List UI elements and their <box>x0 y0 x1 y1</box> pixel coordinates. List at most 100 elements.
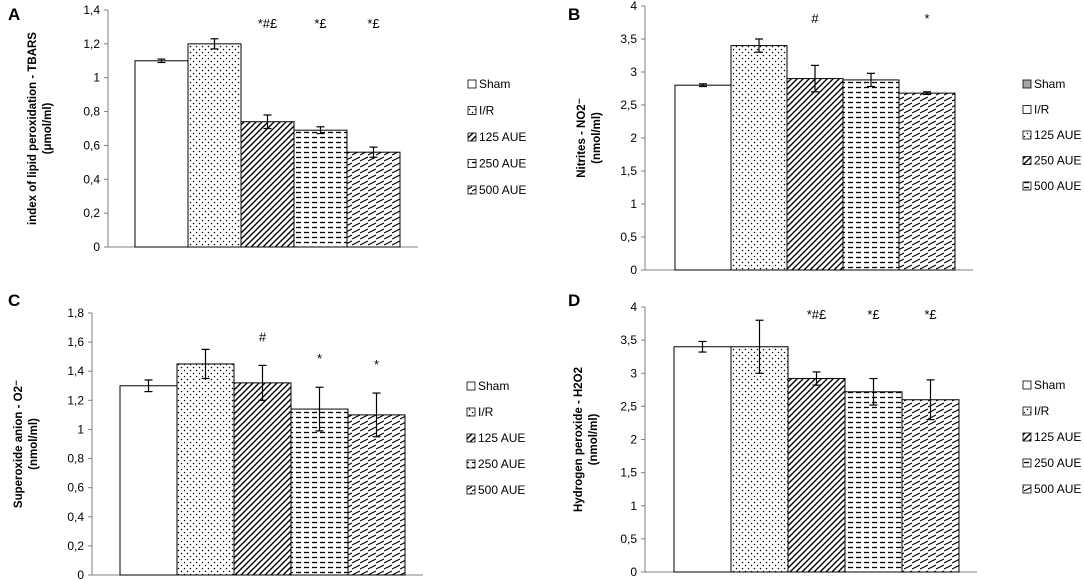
legend-c: Sham I/R 125 AUE 250 AUE 500 AUE <box>466 379 525 497</box>
legend-label-sham: Sham <box>1034 378 1065 392</box>
legend-swatch-125-aue <box>1022 432 1032 442</box>
y-axis-title-c: Superoxide anion - O2⁻ <box>13 380 25 508</box>
y-tick-label: 1 <box>77 422 84 436</box>
error-bar-500-aue-a <box>369 146 378 158</box>
error-bar-125-aue-b <box>811 64 819 93</box>
legend-label-500-aue: 500 AUE <box>478 483 525 497</box>
bar-ir-d <box>730 346 789 573</box>
y-tick-label: 1,8 <box>67 306 84 320</box>
bar-ir-c <box>176 363 235 576</box>
legend-swatch-ir <box>1022 105 1032 114</box>
y-axis-unit-d: (nmol/ml) <box>588 413 600 465</box>
legend-swatch-sham <box>467 79 477 89</box>
y-tick-label: 0,6 <box>83 138 100 152</box>
legend-swatch-125-aue <box>466 433 476 443</box>
y-tick-label: 3 <box>630 65 637 79</box>
legend-swatch-125-aue <box>1022 130 1032 140</box>
significance-label-250-aue-c: * <box>317 351 322 366</box>
bar-ir-b <box>730 45 788 271</box>
bar-sham-b <box>674 84 732 271</box>
significance-label-125-aue-a: *#£ <box>258 16 278 31</box>
bar-500-aue-b <box>898 92 956 271</box>
legend-swatch-250-aue <box>1022 156 1032 165</box>
significance-label-125-aue-c: # <box>259 329 267 344</box>
y-tick-label: 0 <box>77 568 84 580</box>
y-tick-label: 0,8 <box>83 105 100 119</box>
error-bar-ir-a <box>210 38 219 50</box>
bar-sham-c <box>119 385 178 576</box>
y-tick-label: 1,5 <box>620 466 637 480</box>
legend-swatch-500-aue <box>1022 484 1032 494</box>
legend-label-ir: I/R <box>1034 103 1050 117</box>
panel-d: D 0 0,5 1 1,5 2 2,5 3 3,5 4 Hydrogen peroxide - H2… <box>568 291 1081 579</box>
panel-a: A 0 0,2 0,4 0,6 0,8 1 1,2 1,4 index of lipid pero… <box>8 3 526 254</box>
legend-label-500-aue: 500 AUE <box>479 183 526 197</box>
y-tick-label: 0 <box>93 240 100 254</box>
legend-swatch-ir <box>1022 406 1032 416</box>
legend-label-500-aue: 500 AUE <box>1034 179 1081 193</box>
bar-125-aue-d <box>787 378 846 573</box>
y-tick-label: 2 <box>630 433 637 447</box>
error-bar-125-aue-d <box>812 371 821 386</box>
bar-250-aue-a <box>293 129 348 248</box>
y-axis-title-b: Nitrites - NO2⁻ <box>576 98 588 178</box>
y-tick-label: 0 <box>630 565 637 579</box>
error-bar-ir-c <box>201 348 210 380</box>
bar-sham-d <box>673 346 732 573</box>
y-tick-label: 0,2 <box>67 539 84 553</box>
y-tick-label: 2,5 <box>620 399 637 413</box>
legend-label-125-aue: 125 AUE <box>1034 128 1081 142</box>
y-tick-label: 0,2 <box>83 206 100 220</box>
y-tick-label: 1 <box>630 499 637 513</box>
y-tick-label: 1,2 <box>83 37 100 51</box>
y-tick-label: 1,6 <box>67 335 84 349</box>
legend-b: Sham I/R 125 AUE 250 AUE 500 AUE <box>1022 77 1081 193</box>
legend-swatch-250-aue <box>467 159 477 168</box>
y-tick-label: 4 <box>630 300 637 314</box>
y-tick-label: 1,5 <box>620 164 637 178</box>
y-tick-label: 1,4 <box>83 3 100 17</box>
legend-label-ir: I/R <box>1034 404 1050 418</box>
y-tick-label: 0,4 <box>67 510 84 524</box>
error-bar-ir-d <box>755 319 764 374</box>
significance-label-250-aue-a: *£ <box>314 16 327 31</box>
legend-label-sham: Sham <box>1034 77 1065 91</box>
significance-label-125-aue-b: # <box>811 11 819 26</box>
error-bar-125-aue-c <box>258 364 267 401</box>
significance-label-500-aue-c: * <box>374 357 379 372</box>
legend-swatch-500-aue <box>466 485 476 495</box>
y-tick-label: 0 <box>630 263 637 277</box>
bar-125-aue-b <box>786 78 844 271</box>
legend-swatch-ir <box>467 106 477 115</box>
legend-label-500-aue: 500 AUE <box>1034 482 1081 496</box>
legend-a: Sham I/R 125 AUE 250 AUE 500 AUE <box>467 77 526 197</box>
error-bar-sham-c <box>144 379 153 393</box>
significance-label-250-aue-d: *£ <box>867 307 880 322</box>
legend-label-ir: I/R <box>478 405 494 419</box>
legend-label-250-aue: 250 AUE <box>479 157 526 171</box>
error-bar-sham-b <box>699 83 707 88</box>
bar-500-aue-c <box>347 414 406 576</box>
significance-label-500-aue-d: *£ <box>924 307 937 322</box>
y-axis-title-d: Hydrogen peroxide - H2O2 <box>573 367 585 512</box>
panel-letter-a: A <box>8 5 20 24</box>
legend-swatch-250-aue <box>1022 458 1032 468</box>
error-bar-125-aue-a <box>263 114 272 130</box>
bar-250-aue-c <box>290 408 349 576</box>
y-tick-label: 0,4 <box>83 172 100 186</box>
y-tick-label: 3,5 <box>620 333 637 347</box>
legend-label-125-aue: 125 AUE <box>1034 430 1081 444</box>
panel-letter-c: C <box>8 291 20 310</box>
error-bar-500-aue-b <box>923 91 931 96</box>
error-bar-500-aue-d <box>926 379 935 421</box>
error-bar-500-aue-c <box>372 392 381 438</box>
error-bar-250-aue-b <box>867 72 875 88</box>
legend-swatch-sham <box>1022 380 1032 390</box>
y-tick-label: 1,2 <box>67 393 84 407</box>
legend-label-250-aue: 250 AUE <box>1034 154 1081 168</box>
bar-125-aue-a <box>240 121 295 248</box>
y-tick-label: 0,5 <box>620 230 637 244</box>
legend-swatch-sham <box>466 381 476 391</box>
legend-label-125-aue: 125 AUE <box>478 431 525 445</box>
